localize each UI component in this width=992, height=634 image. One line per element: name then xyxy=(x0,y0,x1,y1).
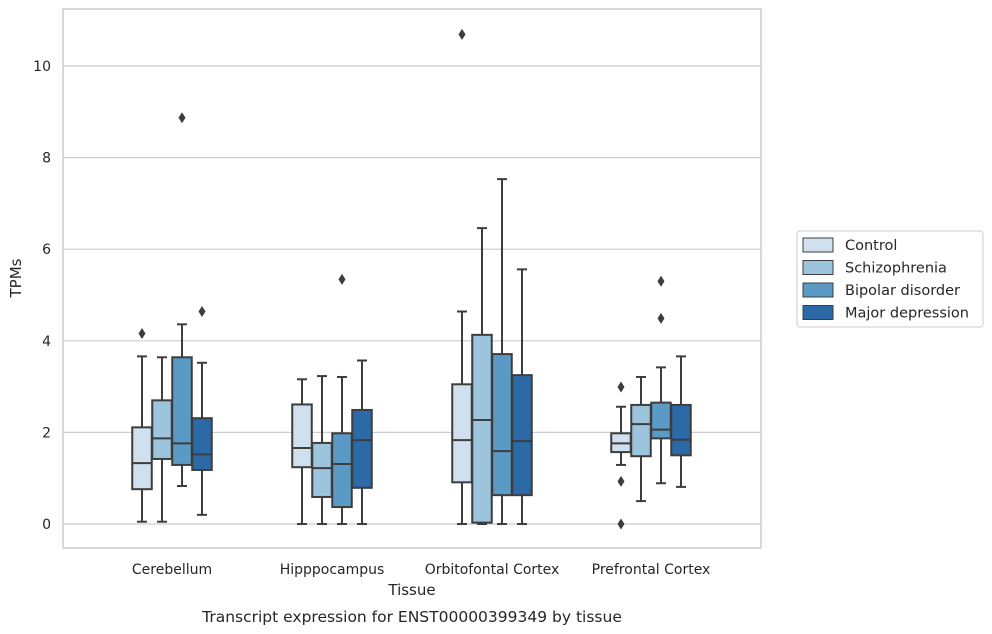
legend-label: Control xyxy=(845,238,897,254)
box-group xyxy=(351,359,373,525)
box-iqr xyxy=(291,403,313,469)
box-iqr xyxy=(491,353,513,497)
box-group xyxy=(331,273,353,525)
outlier-point xyxy=(198,305,206,317)
outlier-point xyxy=(178,112,186,124)
box-iqr xyxy=(451,383,473,484)
box-iqr xyxy=(331,432,353,509)
outlier-point xyxy=(617,381,625,393)
legend-frame xyxy=(796,230,984,328)
x-tick-labels: Cerebellum Hipppocampus Orbitofontal Corte… xyxy=(132,562,710,578)
outlier-point xyxy=(338,273,346,285)
legend-swatch xyxy=(802,260,834,275)
legend-swatch xyxy=(802,237,834,253)
box-iqr xyxy=(630,403,652,458)
y-tick-label: 8 xyxy=(42,151,51,167)
box-group xyxy=(451,28,473,525)
y-tick-label: 2 xyxy=(42,425,51,441)
box-iqr xyxy=(471,333,493,524)
x-tick-label: Hipppocampus xyxy=(280,562,385,578)
box-iqr xyxy=(151,399,173,460)
outlier-point xyxy=(617,518,625,530)
box-group xyxy=(630,375,652,503)
legend-swatch xyxy=(802,282,834,298)
box-group xyxy=(650,275,672,485)
box-iqr xyxy=(351,408,373,489)
x-tick-label: Prefrontal Cortex xyxy=(592,562,711,578)
box-group xyxy=(311,375,333,525)
x-tick-label: Cerebellum xyxy=(132,562,212,578)
box-group xyxy=(131,327,153,523)
chart-caption: Transcript expression for ENST0000039934… xyxy=(201,608,622,626)
box-group xyxy=(491,178,513,525)
y-tick-labels: 0 2 4 6 8 10 xyxy=(33,59,51,533)
y-tick-label: 4 xyxy=(42,334,51,350)
box-group xyxy=(171,112,193,487)
box-iqr xyxy=(131,426,153,491)
outlier-point xyxy=(617,475,625,487)
box-iqr xyxy=(171,356,193,466)
box-group xyxy=(471,227,493,525)
plot-frame xyxy=(62,8,762,549)
box-group xyxy=(191,305,213,516)
box-group xyxy=(670,355,692,488)
box-iqr xyxy=(511,374,533,497)
box-group xyxy=(151,356,173,523)
box-iqr xyxy=(650,401,672,440)
box-iqr xyxy=(311,441,333,498)
legend-label: Schizophrenia xyxy=(845,261,947,277)
box-group xyxy=(291,378,313,525)
x-tick-label: Orbitofontal Cortex xyxy=(425,562,560,578)
outlier-point xyxy=(138,327,146,339)
legend-label: Major depression xyxy=(845,306,969,322)
x-axis-label: Tissue xyxy=(387,581,435,599)
y-tick-label: 0 xyxy=(42,517,51,533)
box-iqr xyxy=(670,403,692,457)
boxes xyxy=(131,28,692,530)
legend-label: Bipolar disorder xyxy=(845,283,960,299)
outlier-point xyxy=(458,28,466,40)
legend: Control Schizophrenia Bipolar disorder Majo… xyxy=(796,230,984,328)
legend-swatch xyxy=(802,305,834,320)
y-tick-label: 6 xyxy=(42,242,51,258)
y-tick-label: 10 xyxy=(33,59,51,75)
outlier-point xyxy=(657,312,665,324)
box-iqr xyxy=(191,417,213,471)
y-axis-label: TPMs xyxy=(7,258,25,298)
box-group xyxy=(610,381,632,530)
box-group xyxy=(511,268,533,525)
outlier-point xyxy=(657,275,665,287)
